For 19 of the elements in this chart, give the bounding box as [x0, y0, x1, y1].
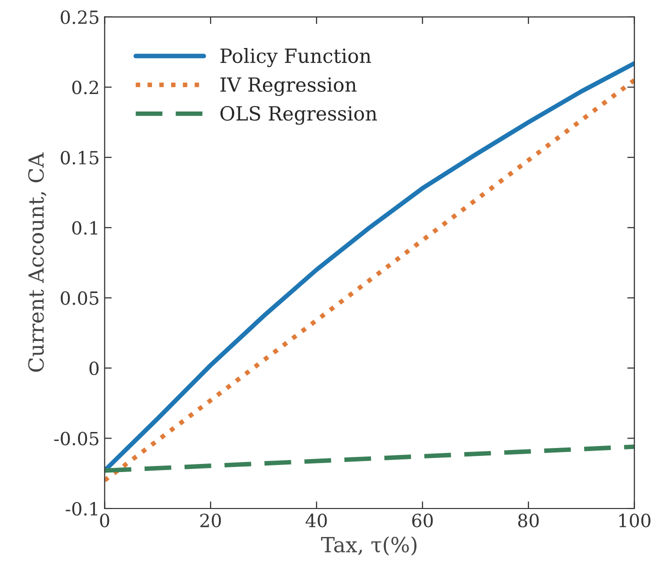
y-tick-label: 0.2	[72, 80, 98, 94]
x-tick-label: 0	[100, 514, 110, 528]
y-tick-label: 0.15	[60, 150, 98, 165]
x-tick-label: 80	[518, 514, 539, 528]
y-tick-label: 0.1	[72, 221, 98, 235]
x-tick-label: 20	[200, 514, 221, 528]
x-axis-title: Tax, τ(%)	[321, 536, 416, 556]
x-tick-label: 100	[619, 514, 650, 528]
y-tick-label: 0.05	[60, 291, 98, 305]
y-tick-label: -0.1	[66, 502, 98, 516]
y-tick-label: 0.25	[60, 10, 98, 24]
y-tick-label: 0	[89, 362, 99, 376]
x-tick-label: 40	[306, 514, 327, 528]
legend-label: Policy Function	[220, 48, 372, 68]
y-axis-title: Current Account, CA	[28, 152, 46, 372]
x-tick-label: 60	[412, 514, 433, 528]
y-tick-label: -0.05	[54, 432, 98, 446]
legend-label: IV Regression	[220, 77, 357, 96]
legend-label: OLS Regression	[220, 106, 377, 125]
